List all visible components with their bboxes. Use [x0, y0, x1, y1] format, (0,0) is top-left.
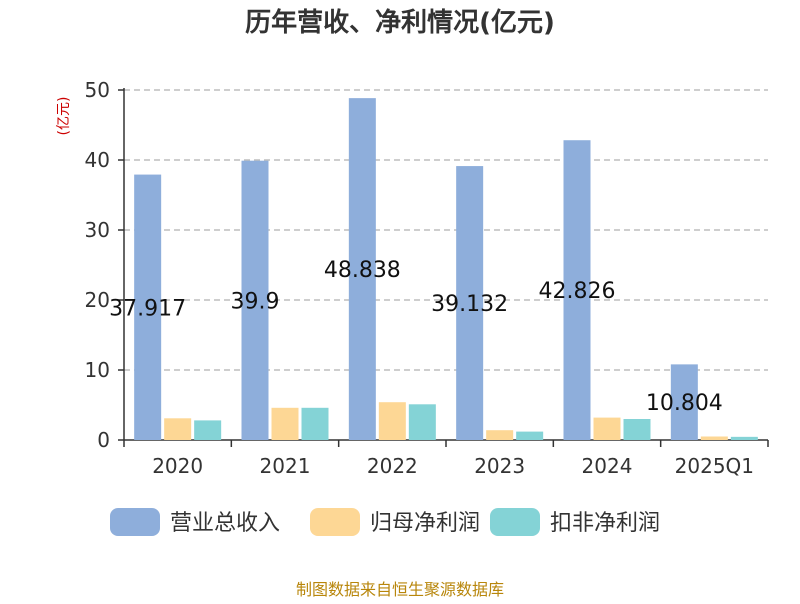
x-tick-label: 2023 [474, 454, 525, 478]
legend-label: 营业总收入 [170, 511, 280, 536]
chart-title: 历年营收、净利情况(亿元) [245, 7, 555, 38]
bar-revenue [563, 140, 591, 440]
axes: 0 10 20 30 40 50 2020 2021 2022 2023 2024 2025Q1 [85, 78, 769, 478]
y-tick-label: 10 [85, 358, 110, 382]
bar-net-profit [486, 430, 514, 440]
bar-net-profit [271, 407, 299, 440]
legend-swatch [490, 508, 540, 536]
legend-swatch [110, 508, 160, 536]
data-label: 37.917 [109, 296, 186, 321]
source-note: 制图数据来自恒生聚源数据库 [296, 580, 504, 599]
data-label: 39.9 [231, 289, 280, 314]
bar-net-profit [593, 417, 621, 440]
data-label: 42.826 [539, 279, 616, 304]
x-tick-label: 2025Q1 [675, 454, 754, 478]
y-tick-label: 40 [85, 148, 110, 172]
bar-revenue [134, 174, 162, 440]
x-tick-label: 2020 [152, 454, 203, 478]
data-label: 10.804 [646, 391, 723, 416]
bar-revenue [670, 364, 698, 440]
y-tick-label: 30 [85, 218, 110, 242]
bar-deducted-net-profit [301, 407, 329, 440]
data-labels: 37.917 39.9 48.838 39.132 42.826 10.804 [109, 258, 723, 416]
y-tick-label: 50 [85, 78, 110, 102]
bar-deducted-net-profit [408, 404, 436, 440]
y-tick-label: 20 [85, 288, 110, 312]
bar-revenue [241, 160, 269, 440]
bar-net-profit [164, 418, 192, 440]
bar-net-profit [700, 436, 728, 440]
grid [124, 89, 768, 371]
bar-deducted-net-profit [730, 436, 758, 440]
bars [134, 98, 758, 441]
y-tick-label: 0 [97, 428, 110, 452]
legend-label: 扣非净利润 [550, 511, 660, 536]
legend-label: 归母净利润 [370, 511, 480, 536]
bar-revenue [348, 98, 376, 440]
x-tick-label: 2024 [582, 454, 633, 478]
bar-deducted-net-profit [516, 431, 544, 440]
x-tick-label: 2021 [260, 454, 311, 478]
data-label: 39.132 [431, 292, 508, 317]
x-tick-label: 2022 [367, 454, 418, 478]
legend: 营业总收入 归母净利润 扣非净利润 [110, 508, 660, 536]
data-label: 48.838 [324, 258, 401, 283]
legend-swatch [310, 508, 360, 536]
bar-revenue [456, 166, 484, 441]
bar-deducted-net-profit [623, 419, 651, 440]
bar-net-profit [378, 402, 406, 440]
bar-deducted-net-profit [194, 420, 222, 440]
y-axis-unit-label: (亿元) [56, 97, 72, 136]
